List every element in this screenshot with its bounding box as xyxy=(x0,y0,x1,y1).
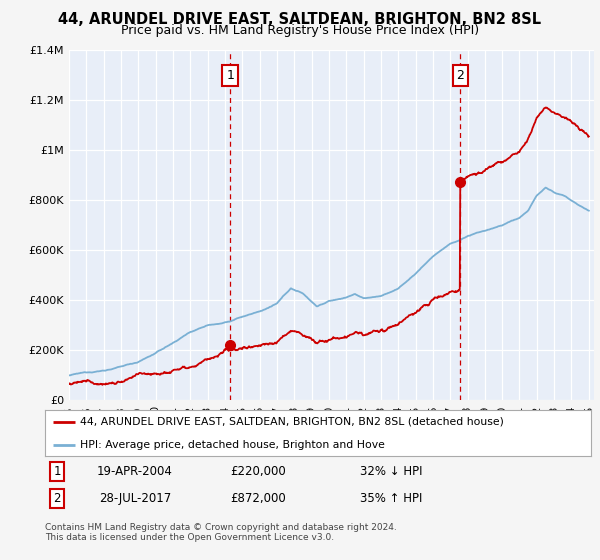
Text: 32% ↓ HPI: 32% ↓ HPI xyxy=(360,465,422,478)
Text: Contains HM Land Registry data © Crown copyright and database right 2024.: Contains HM Land Registry data © Crown c… xyxy=(45,523,397,532)
Text: 44, ARUNDEL DRIVE EAST, SALTDEAN, BRIGHTON, BN2 8SL (detached house): 44, ARUNDEL DRIVE EAST, SALTDEAN, BRIGHT… xyxy=(80,417,505,427)
Text: 2: 2 xyxy=(53,492,61,505)
Text: This data is licensed under the Open Government Licence v3.0.: This data is licensed under the Open Gov… xyxy=(45,533,334,542)
Text: 2: 2 xyxy=(457,69,464,82)
Text: 19-APR-2004: 19-APR-2004 xyxy=(97,465,173,478)
Text: £220,000: £220,000 xyxy=(230,465,286,478)
Text: 44, ARUNDEL DRIVE EAST, SALTDEAN, BRIGHTON, BN2 8SL: 44, ARUNDEL DRIVE EAST, SALTDEAN, BRIGHT… xyxy=(58,12,542,27)
Text: 1: 1 xyxy=(53,465,61,478)
Text: 28-JUL-2017: 28-JUL-2017 xyxy=(99,492,171,505)
Text: 35% ↑ HPI: 35% ↑ HPI xyxy=(360,492,422,505)
Text: Price paid vs. HM Land Registry's House Price Index (HPI): Price paid vs. HM Land Registry's House … xyxy=(121,24,479,37)
Text: HPI: Average price, detached house, Brighton and Hove: HPI: Average price, detached house, Brig… xyxy=(80,440,385,450)
Text: 1: 1 xyxy=(226,69,234,82)
Text: £872,000: £872,000 xyxy=(230,492,286,505)
